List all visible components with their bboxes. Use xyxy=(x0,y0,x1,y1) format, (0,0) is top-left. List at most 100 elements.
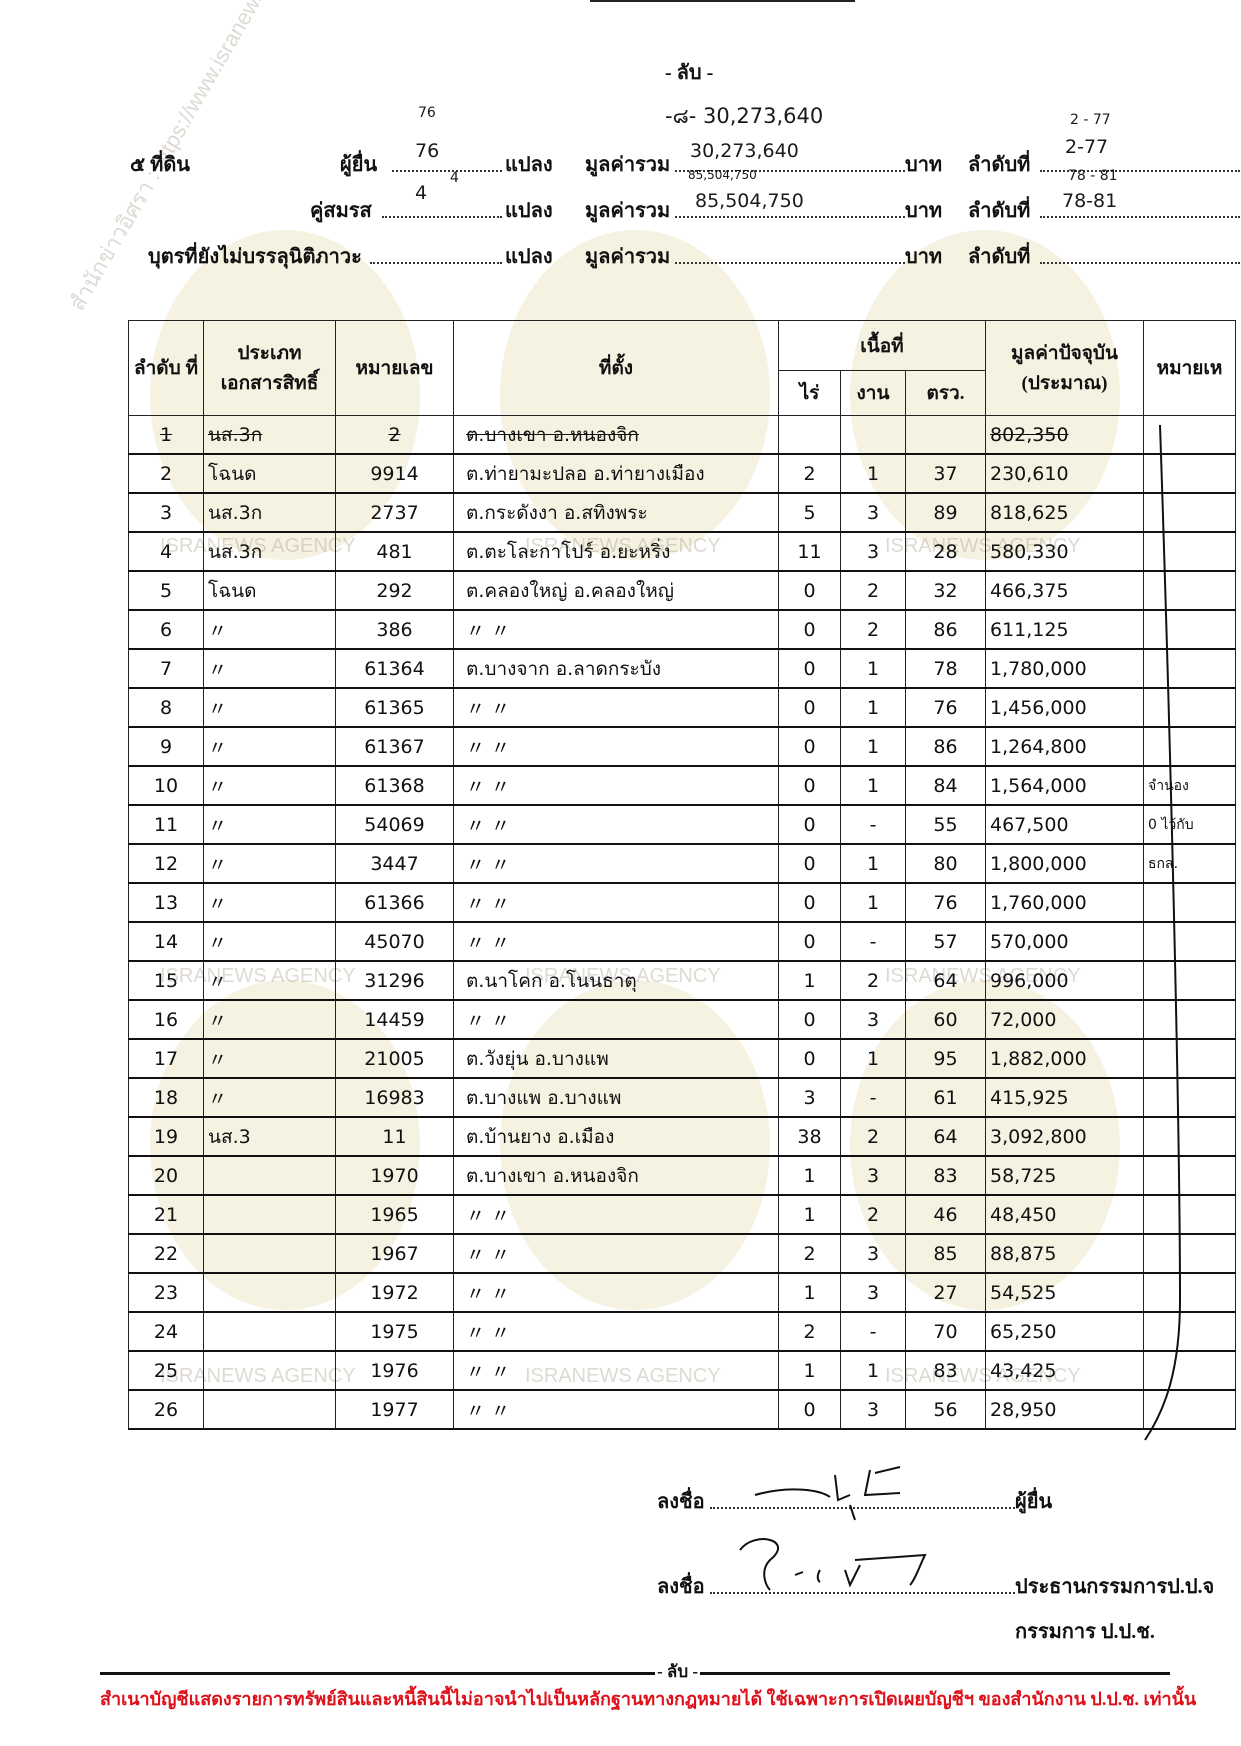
table-row: 21 1965 〃 〃 1 2 46 48,450 xyxy=(128,1194,1236,1235)
cell-area-ngan: 1 xyxy=(840,726,906,767)
cell-value: 1,456,000 xyxy=(985,687,1144,728)
filer-signature xyxy=(754,1466,901,1521)
cell-area-wa: 55 xyxy=(905,804,986,845)
cell-doc-type: 〃 xyxy=(203,609,336,650)
cell-note xyxy=(1143,1350,1236,1391)
cell-area-rai: 0 xyxy=(778,726,841,767)
cell-area-wa: 64 xyxy=(905,960,986,1001)
cell-doc-number: 21005 xyxy=(335,1038,454,1079)
cell-area-ngan: - xyxy=(840,1311,906,1352)
table-row: 2 โฉนด 9914 ต.ท่ายามะปลอ อ.ท่ายางเมือง 2 1 37 2… xyxy=(128,453,1236,494)
cell-area-wa: 37 xyxy=(905,453,986,494)
cell-note xyxy=(1143,1233,1236,1274)
table-row: 24 1975 〃 〃 2-70 65,250 xyxy=(128,1311,1236,1352)
table-row: 8 〃 61365 〃 〃 0 1 76 1,456,000 xyxy=(128,687,1236,728)
cell-note xyxy=(1143,1194,1236,1235)
cell-note xyxy=(1143,687,1236,728)
cell-location: ต.วังยุ่น อ.บางแพ xyxy=(453,1038,779,1079)
sign-label: ลงชื่อ xyxy=(657,1576,705,1598)
footer-rule xyxy=(100,1672,1170,1675)
cell-value: 467,500 xyxy=(985,804,1144,845)
cell-area-ngan: - xyxy=(840,804,906,845)
cell-row-no: 8 xyxy=(128,687,204,728)
cell-doc-type: 〃 xyxy=(203,765,336,806)
cell-area-rai: 0 xyxy=(778,570,841,611)
table-row: 4 นส.3ก 481 ต.ตะโละกาโปร์ อ.ยะหริ่ง 11 3 28 580… xyxy=(128,531,1236,572)
cell-value: 58,725 xyxy=(985,1155,1144,1196)
cell-row-no: 13 xyxy=(128,882,204,923)
spouse-order: 78-81 xyxy=(1062,190,1118,212)
cell-area-wa: 64 xyxy=(905,1116,986,1157)
cell-area-rai: 2 xyxy=(778,453,841,494)
cell-doc-type xyxy=(203,1311,336,1352)
cell-area-ngan: 3 xyxy=(840,1389,906,1430)
cell-area-rai: 38 xyxy=(778,1116,841,1157)
cell-area-wa: 83 xyxy=(905,1350,986,1391)
filer-label: ผู้ยื่น xyxy=(340,154,378,176)
cell-note xyxy=(1143,609,1236,650)
cell-doc-number: 61366 xyxy=(335,882,454,923)
spouse-order-note: 78 - 81 xyxy=(1068,168,1118,184)
cell-value: 818,625 xyxy=(985,492,1144,533)
cell-location: 〃 〃 xyxy=(453,804,779,845)
cell-note xyxy=(1143,1311,1236,1352)
cell-doc-type: 〃 xyxy=(203,804,336,845)
cell-area-rai: 0 xyxy=(778,843,841,884)
cell-note xyxy=(1143,1038,1236,1079)
cell-area-rai: 11 xyxy=(778,531,841,572)
children-label: บุตรที่ยังไม่บรรลุนิติภาวะ xyxy=(148,246,362,268)
cell-row-no: 20 xyxy=(128,1155,204,1196)
cell-value: 996,000 xyxy=(985,960,1144,1001)
cell-row-no: 17 xyxy=(128,1038,204,1079)
cell-location: 〃 〃 xyxy=(453,921,779,962)
cell-value: 54,525 xyxy=(985,1272,1144,1313)
col-rai: ไร่ xyxy=(778,370,841,416)
cell-area-ngan: 2 xyxy=(840,960,906,1001)
cell-row-no: 18 xyxy=(128,1077,204,1118)
cell-location: 〃 〃 xyxy=(453,1389,779,1430)
table-row: 1 นส.3ก 2 ต.บางเขา อ.หนองจิก 802,350 xyxy=(128,415,1236,455)
cell-doc-number: 2 xyxy=(335,415,454,455)
col-area: เนื้อที่ xyxy=(778,320,986,371)
cell-note xyxy=(1143,570,1236,611)
cell-doc-number: 31296 xyxy=(335,960,454,1001)
cell-location: 〃 〃 xyxy=(453,882,779,923)
cell-location: 〃 〃 xyxy=(453,1350,779,1391)
cell-value: 72,000 xyxy=(985,999,1144,1040)
spouse-plots: 4 xyxy=(415,182,428,204)
unit-plots: แปลง xyxy=(505,200,553,222)
unit-baht: บาท xyxy=(905,154,943,176)
table-row: 15 〃 31296 ต.นาโคก อ.โนนธาตุ 1 2 64 996,000 xyxy=(128,960,1236,1001)
cell-area-rai: 0 xyxy=(778,1038,841,1079)
table-row: 14 〃 45070 〃 〃 0-57 570,000 xyxy=(128,921,1236,962)
cell-doc-number: 3447 xyxy=(335,843,454,884)
cell-doc-number: 1970 xyxy=(335,1155,454,1196)
cell-area-rai: 0 xyxy=(778,999,841,1040)
cell-location: 〃 〃 xyxy=(453,1233,779,1274)
cell-location: 〃 〃 xyxy=(453,1194,779,1235)
cell-doc-number: 61368 xyxy=(335,765,454,806)
cell-area-wa: 95 xyxy=(905,1038,986,1079)
footer-disclaimer: สำเนาบัญชีแสดงรายการทรัพย์สินและหนี้สินน… xyxy=(100,1689,1197,1709)
cell-doc-type: 〃 xyxy=(203,882,336,923)
cell-area-ngan: 1 xyxy=(840,1038,906,1079)
cell-doc-type xyxy=(203,1389,336,1430)
cell-row-no: 10 xyxy=(128,765,204,806)
cell-location: ต.บางเขา อ.หนองจิก xyxy=(453,1155,779,1196)
col-no: ลำดับ ที่ xyxy=(128,320,204,416)
cell-area-rai: 3 xyxy=(778,1077,841,1118)
cell-value: 88,875 xyxy=(985,1233,1144,1274)
filer-order-note: 2 - 77 xyxy=(1070,112,1111,128)
cell-doc-type xyxy=(203,1272,336,1313)
cell-value: 48,450 xyxy=(985,1194,1144,1235)
table-row: 10 〃 61368 〃 〃 0 1 84 1,564,000 จำนอง xyxy=(128,765,1236,806)
cell-value: 230,610 xyxy=(985,453,1144,494)
land-table: ลำดับ ที่ ประเภท เอกสารสิทธิ์ หมายเลข ที… xyxy=(128,320,1236,1430)
col-doc-type: ประเภท เอกสารสิทธิ์ xyxy=(203,320,336,416)
cell-doc-number: 1976 xyxy=(335,1350,454,1391)
cell-doc-type: 〃 xyxy=(203,687,336,728)
cell-doc-number: 1977 xyxy=(335,1389,454,1430)
table-row: 5 โฉนด 292 ต.คลองใหญ่ อ.คลองใหญ่ 0 2 32 466,375 xyxy=(128,570,1236,611)
table-row: 11 〃 54069 〃 〃 0-55 467,500 0 ไว้กับ xyxy=(128,804,1236,845)
cell-area-wa: 85 xyxy=(905,1233,986,1274)
